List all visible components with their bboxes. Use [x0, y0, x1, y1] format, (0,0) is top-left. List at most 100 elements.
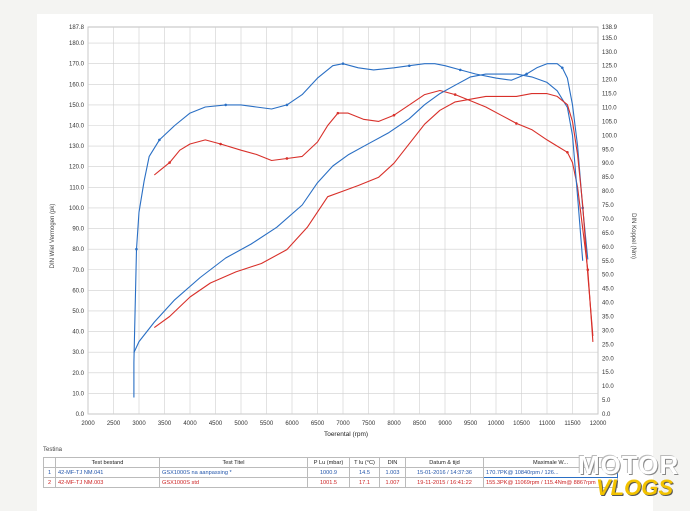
series-point [525, 72, 528, 76]
header-pressure: P Lu (mbar) [307, 457, 350, 468]
series-point [336, 111, 340, 115]
row-filename: NM.003 [83, 479, 104, 486]
row-pressure: 1001.5 [307, 477, 350, 488]
x-tick-label: 5500 [260, 421, 274, 427]
row-temp: 14.5 [349, 467, 380, 478]
series-point [285, 157, 289, 160]
y-tick-label-right: 100.0 [602, 133, 618, 139]
dyno-sheet: 187.8 180.0 170.0 160.0 150.0 140.0 130.0 120.0… [37, 14, 653, 511]
logo-line2: VLOGS [596, 475, 674, 500]
chart-grid [87, 26, 599, 415]
table-row[interactable]: 2 42-MF-TJ NM.003 GSX1000S std 1001.5 17… [43, 477, 618, 488]
y-tick-label-right: 85.0 [602, 175, 614, 181]
x-tick-label: 9500 [464, 421, 478, 427]
y-tick-label-left: 60.0 [72, 288, 84, 294]
y-tick-label-right: 120.0 [602, 78, 618, 84]
series-point [392, 113, 396, 117]
results-header: Test bestand Test Titel P Lu (mbar) T lu… [43, 457, 618, 468]
series-line-torque [153, 93, 594, 337]
series-point [561, 66, 564, 70]
y-tick-label-right: 80.0 [602, 189, 614, 195]
logo-line1: MOTOR [578, 450, 680, 480]
x-tick-label: 11000 [539, 421, 556, 427]
series-point [158, 138, 161, 142]
y-tick-label-left: 10.0 [72, 391, 84, 397]
x-tick-label: 9000 [438, 421, 452, 427]
header-datetime: Datum & tijd [405, 457, 484, 468]
y-tick-label-right: 125.0 [602, 64, 618, 70]
x-tick-label: 3500 [158, 421, 172, 427]
row-plate: 42-MF-TJ [58, 469, 83, 476]
row-title: GSX1000S na aanpassing * [159, 467, 308, 478]
x-tick-label: 3000 [132, 421, 146, 427]
y-tick-label-left: 150.0 [69, 103, 85, 109]
y-tick-label-right: 55.0 [602, 259, 614, 265]
row-din: 1.003 [379, 467, 406, 478]
row-plate: 42-MF-TJ [58, 479, 83, 486]
series-point [135, 247, 138, 251]
row-num: 2 [43, 477, 56, 488]
series-line-power [153, 89, 594, 342]
series-lines [133, 62, 594, 398]
row-file: 42-MF-TJ NM.003 [55, 477, 160, 488]
y-tick-label-right: 35.0 [602, 314, 614, 320]
series-point [341, 62, 345, 65]
y-tick-label-right: 5.0 [602, 398, 611, 404]
series-point [515, 122, 518, 125]
y-tick-label-left: 80.0 [72, 247, 84, 253]
y-tick-label-right: 90.0 [602, 161, 614, 167]
x-tick-label: 10500 [513, 421, 530, 427]
series-point [168, 161, 171, 164]
y-tick-label-right: 110.0 [602, 106, 617, 112]
y-tick-label-left: 90.0 [72, 227, 84, 233]
table-row[interactable]: 1 42-MF-TJ NM.041 GSX1000S na aanpassing… [43, 467, 618, 478]
row-num: 1 [43, 467, 56, 478]
x-tick-label: 4000 [183, 421, 197, 427]
y-tick-label-right: 25.0 [602, 342, 614, 348]
series-line-torque [133, 73, 584, 353]
y-tick-label-right: 40.0 [602, 301, 614, 307]
y-tick-label-left: 50.0 [72, 309, 84, 315]
y-tick-label-right: 10.0 [602, 384, 614, 390]
series-point [453, 93, 457, 96]
row-datetime: 19-11-2015 / 16:41:22 [405, 477, 484, 488]
row-din: 1.007 [379, 477, 406, 488]
header-num [43, 457, 56, 468]
y-tick-label-left: 120.0 [69, 165, 85, 171]
y-tick-label-right: 15.0 [602, 370, 614, 376]
x-tick-label: 2500 [107, 421, 121, 427]
y-tick-label-left: 20.0 [72, 371, 84, 377]
header-temp: T lu (°C) [349, 457, 380, 468]
x-tick-label: 7500 [362, 421, 376, 427]
y-tick-label-right: 30.0 [602, 328, 614, 334]
row-title: GSX1000S std [159, 477, 308, 488]
x-tick-label: 12000 [590, 421, 607, 427]
y-tick-label-right: 60.0 [602, 245, 614, 251]
x-tick-label: 2000 [81, 421, 95, 427]
right-axis: 138.9 135.0 130.0 125.0 120.0 115.0 110.0 105.0… [602, 25, 618, 418]
y-tick-label-left: 100.0 [69, 206, 85, 212]
x-tick-label: 5000 [234, 421, 248, 427]
series-point [566, 150, 569, 154]
y-tick-label-right: 65.0 [602, 231, 614, 237]
y-tick-label-left: 160.0 [69, 82, 85, 88]
series-point [408, 64, 411, 68]
row-pressure: 1000.9 [307, 467, 350, 478]
x-axis-label: Toerental (rpm) [324, 431, 368, 438]
y-tick-label-left: 70.0 [72, 268, 84, 274]
x-tick-label: 11500 [564, 421, 581, 427]
y-tick-label-right: 45.0 [602, 287, 614, 293]
y-tick-label-left: 170.0 [69, 62, 85, 68]
x-tick-label: 4500 [209, 421, 223, 427]
series-line-power [133, 63, 589, 398]
left-axis: 187.8 180.0 170.0 160.0 150.0 140.0 130.0 120.0… [69, 25, 85, 418]
row-file: 42-MF-TJ NM.041 [55, 467, 160, 478]
y-tick-label-right: 105.0 [602, 119, 618, 125]
dyno-chart: 187.8 180.0 170.0 160.0 150.0 140.0 130.0 120.0… [50, 25, 636, 438]
y-tick-label-right: 115.0 [602, 92, 617, 98]
y-axis-label-right: DIN Koppel (Nm) [630, 213, 636, 259]
y-tick-label-left: 30.0 [72, 350, 84, 356]
y-tick-label-right: 50.0 [602, 273, 614, 279]
y-tick-label-right: 95.0 [602, 147, 614, 153]
y-tick-label-right: 138.9 [602, 25, 618, 31]
